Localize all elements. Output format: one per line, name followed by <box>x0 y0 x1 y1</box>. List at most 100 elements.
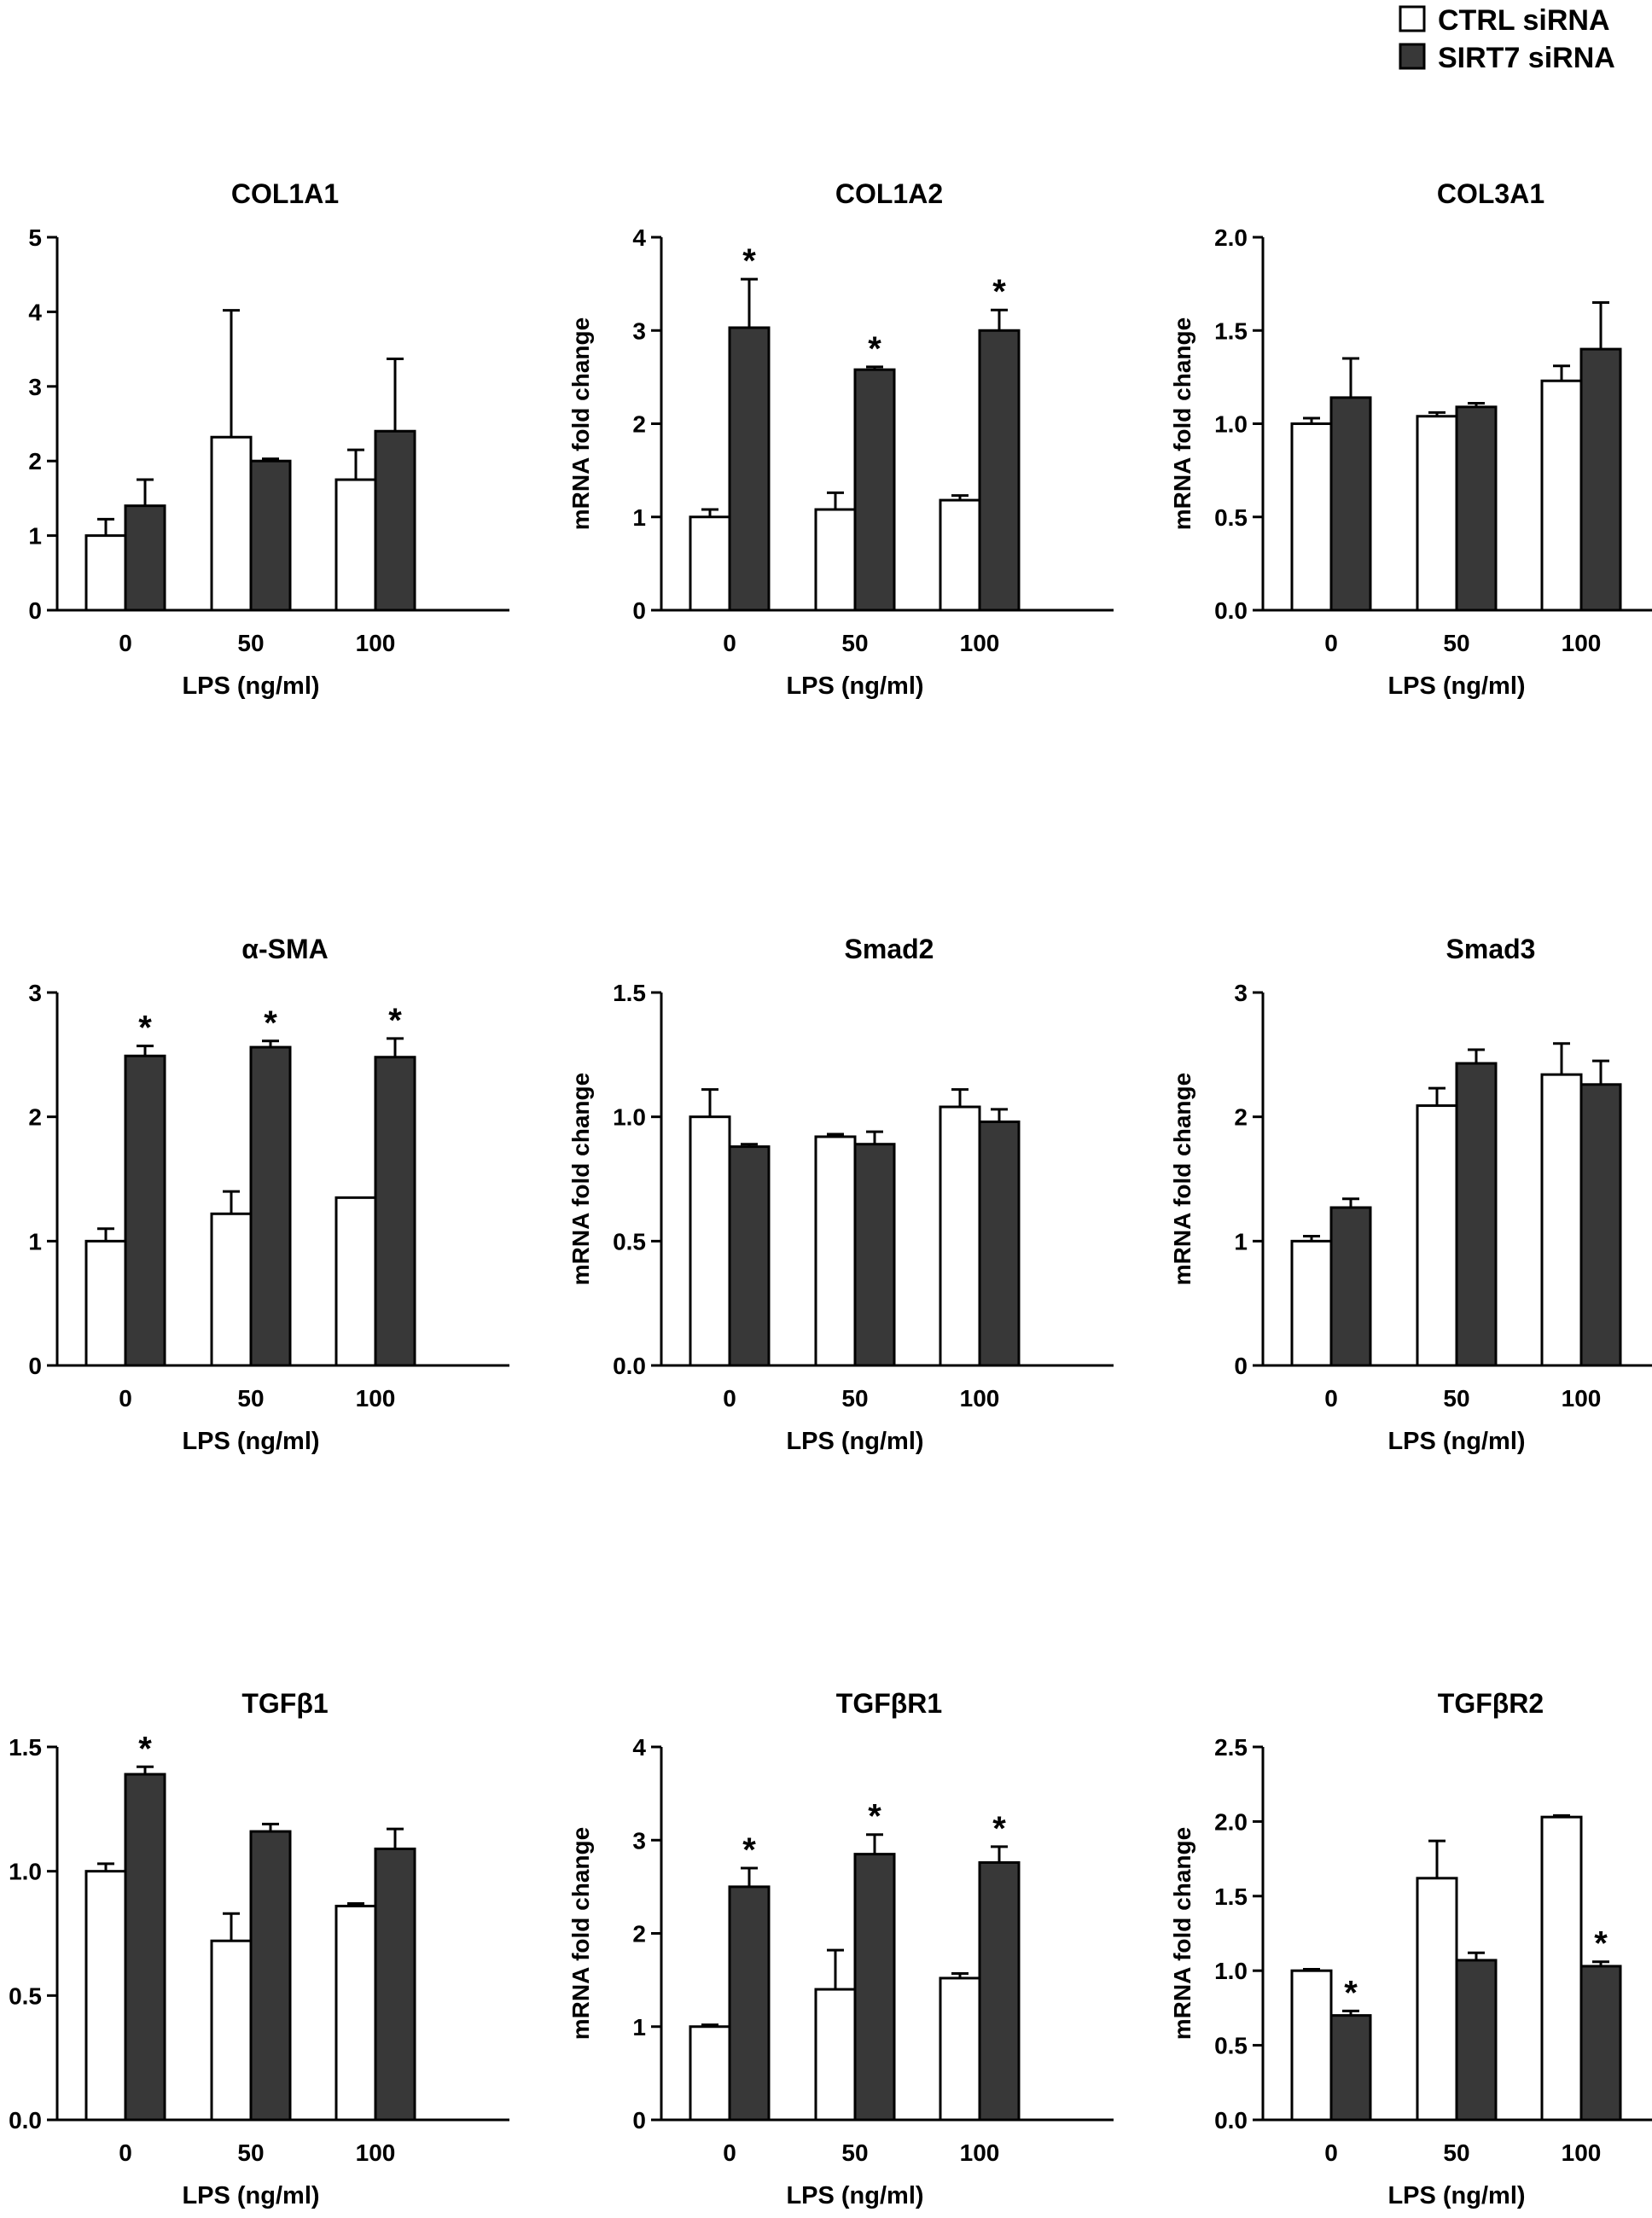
y-tick-label: 2.5 <box>1214 1734 1248 1761</box>
bar-sirt7 <box>374 429 416 612</box>
y-tick-label: 1.0 <box>9 1859 42 1885</box>
significance-star: * <box>868 330 881 368</box>
y-tick-label: 5 <box>28 224 42 251</box>
x-tick-label: 0 <box>723 630 736 656</box>
bar-sirt7 <box>728 1145 771 1367</box>
x-tick-label: 100 <box>960 1385 1000 1412</box>
x-axis-label: LPS (ng/ml) <box>1387 2182 1525 2209</box>
bar-ctrl <box>1290 1239 1333 1367</box>
bar-ctrl <box>84 1239 127 1367</box>
y-tick-label: 1.5 <box>1214 1883 1248 1910</box>
x-tick-label: 0 <box>1324 630 1338 656</box>
bar-ctrl <box>334 478 377 612</box>
significance-star: * <box>264 1004 277 1042</box>
x-tick-label: 100 <box>356 1385 396 1412</box>
x-tick-label: 0 <box>723 2139 736 2166</box>
bar-sirt7 <box>978 329 1021 612</box>
x-axis-label: LPS (ng/ml) <box>1387 1428 1525 1455</box>
legend-swatch-ctrl <box>1399 5 1426 32</box>
y-tick-label: 0.5 <box>1214 504 1248 531</box>
x-tick-label: 50 <box>1443 2139 1469 2166</box>
bar-sirt7 <box>978 1860 1021 2122</box>
x-axis-label: LPS (ng/ml) <box>786 672 923 700</box>
bar-sirt7 <box>1579 1083 1622 1367</box>
x-tick-label: 100 <box>1562 630 1602 656</box>
bar-ctrl <box>334 1196 377 1367</box>
bar-sirt7 <box>1455 405 1498 612</box>
y-tick-label: 1.5 <box>613 980 646 1006</box>
bar-ctrl <box>1540 379 1583 612</box>
bar-sirt7 <box>978 1120 1021 1367</box>
chart-title: COL1A1 <box>231 178 339 209</box>
bar-ctrl <box>939 498 981 612</box>
bar-ctrl <box>210 1939 253 2122</box>
x-tick-label: 50 <box>841 1385 868 1412</box>
y-tick-label: 1.5 <box>1214 317 1248 344</box>
bar-ctrl <box>1416 1877 1458 2122</box>
y-tick-label: 1.0 <box>613 1104 646 1131</box>
y-tick-label: 2.0 <box>1214 1808 1248 1835</box>
chart-panel: COL1A2 0 1 2 3 4 mRNA fold change * 0 * 50 * 100 LPS … <box>567 178 1114 700</box>
significance-star: * <box>868 1798 881 1836</box>
x-tick-label: 100 <box>1562 1385 1602 1412</box>
x-tick-label: 100 <box>356 2139 396 2166</box>
y-tick-label: 1.0 <box>1214 411 1248 438</box>
bar-sirt7 <box>374 1847 416 2122</box>
bar-ctrl <box>210 435 253 612</box>
y-tick-label: 0.0 <box>1214 2107 1248 2134</box>
bar-ctrl <box>814 508 857 612</box>
x-tick-label: 0 <box>119 630 132 656</box>
y-tick-label: 4 <box>632 224 646 251</box>
y-tick-label: 0 <box>632 597 646 624</box>
bar-sirt7 <box>1579 347 1622 612</box>
y-tick-label: 0 <box>28 597 42 624</box>
bar-ctrl <box>689 1115 731 1367</box>
bar-ctrl <box>939 1105 981 1367</box>
bar-ctrl <box>84 534 127 612</box>
chart-panel: Smad3 0 1 2 3 mRNA fold change 0 50 100 LPS (ng/m… <box>1169 934 1652 1455</box>
bar-ctrl <box>689 515 731 612</box>
x-tick-label: 50 <box>1443 1385 1469 1412</box>
x-axis-label: LPS (ng/ml) <box>1387 672 1525 700</box>
y-tick-label: 2 <box>632 411 646 438</box>
y-tick-label: 0.5 <box>613 1228 646 1255</box>
bar-ctrl <box>939 1976 981 2122</box>
significance-star: * <box>992 1810 1006 1848</box>
y-tick-label: 1.5 <box>9 1734 42 1761</box>
x-axis-label: LPS (ng/ml) <box>182 2182 319 2209</box>
bar-sirt7 <box>1455 1959 1498 2122</box>
x-tick-label: 50 <box>237 1385 264 1412</box>
significance-star: * <box>138 1730 152 1767</box>
x-tick-label: 100 <box>960 630 1000 656</box>
chart-title: COL3A1 <box>1437 178 1544 209</box>
chart-panel: TGFβR2 0.0 0.5 1.0 1.5 2.0 2.5 mRNA fold change… <box>1169 1688 1652 2209</box>
significance-star: * <box>138 1010 152 1047</box>
bar-sirt7 <box>1329 2014 1372 2122</box>
legend-label-sirt7: SIRT7 siRNA <box>1438 42 1615 74</box>
bar-sirt7 <box>124 1773 166 2122</box>
y-tick-label: 3 <box>632 317 646 344</box>
x-tick-label: 0 <box>119 1385 132 1412</box>
x-tick-label: 50 <box>237 630 264 656</box>
bar-ctrl <box>814 1135 857 1367</box>
bar-sirt7 <box>853 1853 896 2122</box>
x-axis-label: LPS (ng/ml) <box>786 1428 923 1455</box>
x-tick-label: 50 <box>841 2139 868 2166</box>
y-tick-label: 2 <box>1234 1104 1248 1131</box>
chart-title: TGFβ1 <box>241 1688 328 1719</box>
x-tick-label: 100 <box>960 2139 1000 2166</box>
y-tick-label: 3 <box>632 1827 646 1854</box>
bar-ctrl <box>1290 1969 1333 2122</box>
bar-ctrl <box>1540 1073 1583 1367</box>
y-tick-label: 0.0 <box>9 2107 42 2134</box>
x-tick-label: 100 <box>356 630 396 656</box>
legend-swatch-sirt7 <box>1399 43 1426 70</box>
chart-title: Smad3 <box>1446 934 1536 964</box>
chart-panel: Smad2 0.0 0.5 1.0 1.5 mRNA fold change 0 50 100 L… <box>567 934 1114 1455</box>
y-tick-label: 3 <box>28 980 42 1006</box>
y-tick-label: 1 <box>632 504 646 531</box>
